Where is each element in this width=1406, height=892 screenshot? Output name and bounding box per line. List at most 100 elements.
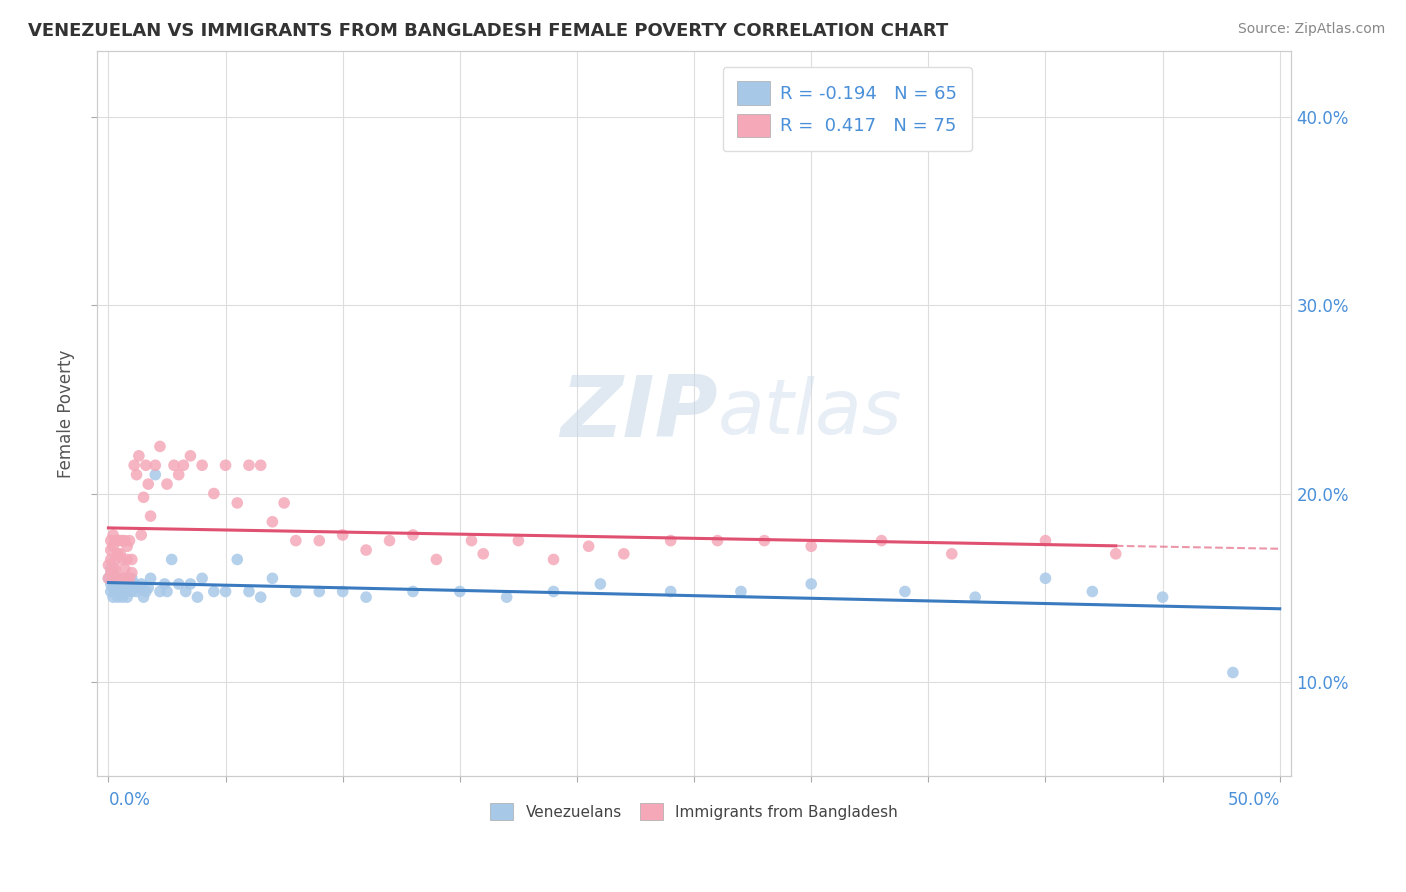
Point — [108, 577, 131, 591]
Point — [104, 584, 127, 599]
Point — [1035, 571, 1057, 585]
Point — [139, 509, 162, 524]
Point — [100, 552, 122, 566]
Point — [249, 590, 271, 604]
Point — [226, 552, 249, 566]
Point — [1081, 584, 1104, 599]
Point — [226, 496, 249, 510]
Point — [965, 590, 987, 604]
Point — [104, 577, 127, 591]
Point — [100, 566, 122, 580]
Point — [186, 590, 208, 604]
Point — [495, 590, 517, 604]
Point — [122, 577, 145, 591]
Point — [238, 458, 260, 473]
Point — [191, 458, 214, 473]
Point — [121, 566, 143, 580]
Point — [97, 571, 120, 585]
Point — [1152, 590, 1174, 604]
Point — [107, 533, 129, 548]
Point — [107, 590, 129, 604]
Point — [202, 584, 225, 599]
Text: VENEZUELAN VS IMMIGRANTS FROM BANGLADESH FEMALE POVERTY CORRELATION CHART: VENEZUELAN VS IMMIGRANTS FROM BANGLADESH… — [28, 22, 949, 40]
Point — [284, 533, 307, 548]
Point — [754, 533, 776, 548]
Point — [101, 528, 124, 542]
Point — [115, 571, 138, 585]
Point — [107, 581, 129, 595]
Point — [894, 584, 917, 599]
Point — [402, 584, 425, 599]
Text: atlas: atlas — [718, 376, 903, 450]
Point — [101, 590, 124, 604]
Point — [332, 528, 354, 542]
Text: Source: ZipAtlas.com: Source: ZipAtlas.com — [1237, 22, 1385, 37]
Point — [111, 552, 134, 566]
Point — [449, 584, 471, 599]
Point — [121, 584, 143, 599]
Point — [108, 571, 131, 585]
Point — [174, 584, 197, 599]
Point — [128, 449, 150, 463]
Point — [249, 458, 271, 473]
Point — [402, 528, 425, 542]
Point — [156, 477, 179, 491]
Point — [149, 584, 172, 599]
Point — [100, 584, 122, 599]
Point — [238, 584, 260, 599]
Point — [101, 566, 124, 580]
Point — [659, 533, 682, 548]
Point — [108, 547, 131, 561]
Point — [121, 552, 143, 566]
Point — [163, 458, 186, 473]
Point — [378, 533, 401, 548]
Point — [941, 547, 963, 561]
Point — [191, 571, 214, 585]
Y-axis label: Female Poverty: Female Poverty — [58, 350, 75, 477]
Point — [136, 581, 159, 595]
Point — [308, 584, 330, 599]
Text: 0.0%: 0.0% — [108, 791, 150, 809]
Point — [706, 533, 728, 548]
Point — [104, 571, 127, 585]
Point — [128, 581, 150, 595]
Point — [143, 467, 166, 482]
Point — [139, 571, 162, 585]
Point — [1035, 533, 1057, 548]
Point — [179, 449, 201, 463]
Point — [870, 533, 893, 548]
Point — [132, 590, 155, 604]
Point — [543, 552, 565, 566]
Point — [118, 581, 141, 595]
Point — [125, 584, 148, 599]
Point — [101, 539, 124, 553]
Point — [107, 547, 129, 561]
Point — [160, 552, 183, 566]
Point — [156, 584, 179, 599]
Point — [111, 590, 134, 604]
Point — [172, 458, 194, 473]
Point — [101, 571, 124, 585]
Point — [129, 528, 152, 542]
Point — [589, 577, 612, 591]
Point — [578, 539, 600, 553]
Point — [800, 577, 823, 591]
Point — [100, 543, 122, 558]
Point — [101, 581, 124, 595]
Point — [1105, 547, 1128, 561]
Point — [114, 584, 136, 599]
Point — [118, 533, 141, 548]
Point — [508, 533, 530, 548]
Legend: Venezuelans, Immigrants from Bangladesh: Venezuelans, Immigrants from Bangladesh — [484, 797, 904, 827]
Point — [1222, 665, 1244, 680]
Point — [125, 467, 148, 482]
Point — [108, 584, 131, 599]
Point — [100, 562, 122, 576]
Point — [284, 584, 307, 599]
Point — [111, 571, 134, 585]
Point — [308, 533, 330, 548]
Point — [800, 539, 823, 553]
Point — [332, 584, 354, 599]
Point — [121, 571, 143, 585]
Point — [104, 562, 127, 576]
